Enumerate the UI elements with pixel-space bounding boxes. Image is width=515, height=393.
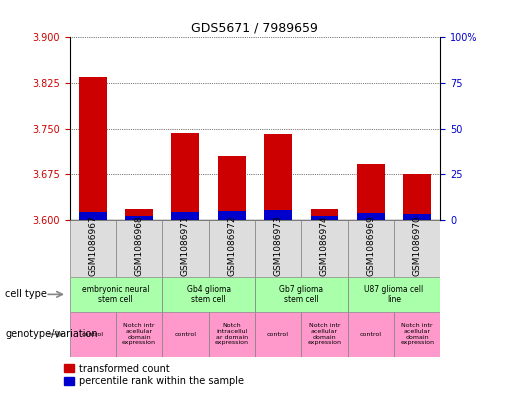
Bar: [394, 312, 440, 357]
Text: control: control: [267, 332, 289, 337]
Bar: [403, 214, 431, 220]
Text: control: control: [360, 332, 382, 337]
Text: GSM1086970: GSM1086970: [413, 215, 422, 276]
Text: GSM1086967: GSM1086967: [88, 215, 97, 276]
Bar: [301, 220, 348, 277]
Text: GSM1086974: GSM1086974: [320, 215, 329, 276]
Bar: [70, 312, 116, 357]
Bar: [125, 209, 153, 220]
Bar: [218, 211, 246, 220]
Bar: [116, 220, 162, 277]
Bar: [162, 220, 209, 277]
Bar: [171, 212, 199, 220]
Bar: [255, 220, 301, 277]
Bar: [403, 174, 431, 220]
Bar: [70, 277, 162, 312]
Bar: [311, 215, 338, 220]
Bar: [357, 164, 385, 220]
Text: Gb4 glioma
stem cell: Gb4 glioma stem cell: [186, 285, 231, 304]
Text: genotype/variation: genotype/variation: [5, 329, 98, 339]
Bar: [255, 277, 348, 312]
Text: GSM1086972: GSM1086972: [227, 215, 236, 276]
Legend: transformed count, percentile rank within the sample: transformed count, percentile rank withi…: [64, 364, 244, 386]
Text: embryonic neural
stem cell: embryonic neural stem cell: [82, 285, 150, 304]
Title: GDS5671 / 7989659: GDS5671 / 7989659: [192, 22, 318, 35]
Bar: [70, 220, 116, 277]
Text: Notch intr
acellular
domain
expression: Notch intr acellular domain expression: [400, 323, 434, 345]
Bar: [79, 77, 107, 220]
Text: U87 glioma cell
line: U87 glioma cell line: [364, 285, 424, 304]
Bar: [311, 209, 338, 220]
Text: GSM1086968: GSM1086968: [134, 215, 144, 276]
Bar: [348, 312, 394, 357]
Text: Notch intr
acellular
domain
expression: Notch intr acellular domain expression: [122, 323, 156, 345]
Text: GSM1086971: GSM1086971: [181, 215, 190, 276]
Bar: [171, 133, 199, 220]
Text: GSM1086973: GSM1086973: [273, 215, 283, 276]
Bar: [255, 312, 301, 357]
Bar: [357, 213, 385, 220]
Bar: [218, 156, 246, 220]
Text: Gb7 glioma
stem cell: Gb7 glioma stem cell: [279, 285, 323, 304]
Bar: [162, 277, 255, 312]
Bar: [79, 212, 107, 220]
Bar: [348, 220, 394, 277]
Bar: [209, 312, 255, 357]
Text: GSM1086969: GSM1086969: [366, 215, 375, 276]
Bar: [301, 312, 348, 357]
Text: Notch
intracellul
ar domain
expression: Notch intracellul ar domain expression: [215, 323, 249, 345]
Text: control: control: [82, 332, 104, 337]
Bar: [348, 277, 440, 312]
Text: Notch intr
acellular
domain
expression: Notch intr acellular domain expression: [307, 323, 341, 345]
Bar: [264, 210, 292, 220]
Bar: [125, 217, 153, 220]
Bar: [394, 220, 440, 277]
Text: control: control: [175, 332, 196, 337]
Text: cell type: cell type: [5, 289, 47, 299]
Bar: [162, 312, 209, 357]
Bar: [264, 134, 292, 220]
Bar: [209, 220, 255, 277]
Bar: [116, 312, 162, 357]
